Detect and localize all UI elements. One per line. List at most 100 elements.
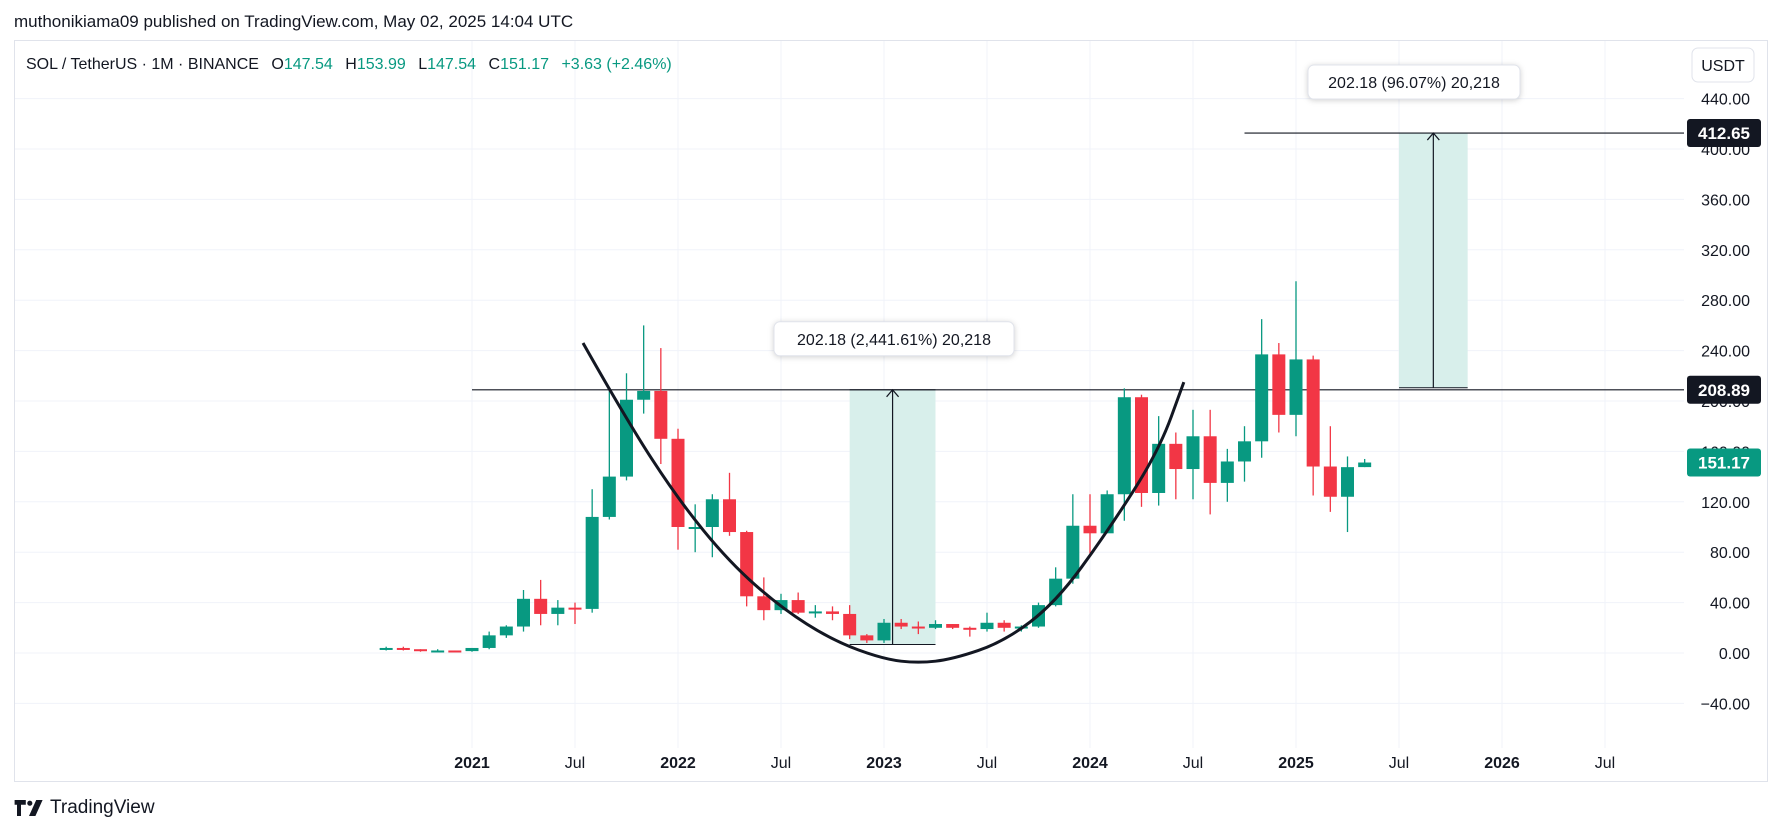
candle — [1306, 355, 1320, 496]
legend-close-label: C — [489, 56, 501, 73]
candle-body — [929, 624, 942, 628]
candle — [740, 530, 754, 607]
candle — [1289, 281, 1303, 437]
candle-body — [671, 438, 685, 527]
price-badges: 412.65 208.89 151.17 — [1687, 119, 1761, 477]
candle — [1135, 394, 1148, 507]
svg-text:SOL / TetherUS · 1M · BINANCE: SOL / TetherUS · 1M · BINANCE O147.54 H1… — [26, 56, 672, 73]
candle — [379, 646, 393, 651]
legend-low-value: 147.54 — [427, 56, 476, 73]
candle — [482, 631, 496, 650]
candle-body — [740, 532, 754, 597]
candle-body — [551, 607, 565, 614]
candle — [585, 489, 599, 613]
candle-body — [1203, 436, 1217, 483]
candle-body — [499, 626, 513, 636]
candle — [826, 606, 839, 621]
candle — [671, 428, 685, 550]
measure-callout-box-1 — [773, 321, 1015, 357]
y-tick-label: 240.00 — [1701, 344, 1750, 361]
tradingview-logo-icon — [14, 800, 43, 816]
legend: SOL / TetherUS · 1M · BINANCE O147.54 H1… — [26, 56, 672, 73]
candle-body — [448, 650, 462, 653]
candle-body — [1169, 443, 1183, 470]
candle-body — [963, 627, 977, 630]
candle-body — [1152, 443, 1166, 493]
candle — [877, 618, 891, 643]
candle-body — [911, 626, 925, 629]
x-tick-label: 2024 — [1072, 755, 1108, 772]
candle-body — [654, 390, 668, 439]
y-tick-label: 80.00 — [1710, 545, 1750, 562]
candle-body — [1186, 436, 1200, 470]
candle — [688, 504, 702, 553]
candle — [1117, 388, 1131, 521]
candle-body — [396, 647, 410, 650]
cup-curve — [581, 342, 1186, 664]
y-tick-label: 0.00 — [1719, 646, 1750, 663]
legend-change: +3.63 (+2.46%) — [561, 56, 671, 73]
candle — [929, 620, 942, 630]
candle-body — [1323, 466, 1337, 497]
y-tick-label: 120.00 — [1701, 495, 1750, 512]
candle — [723, 472, 736, 536]
current-price-badge-bg — [1687, 448, 1761, 477]
measure-callout-label-1: 202.18 (2,441.61%) 20,218 — [797, 332, 991, 349]
candle-body — [843, 613, 857, 636]
candle-body — [482, 635, 496, 648]
candle — [911, 621, 925, 635]
candle — [551, 600, 565, 626]
candle — [1341, 456, 1354, 533]
candle — [396, 646, 410, 651]
candle-body — [1272, 354, 1286, 415]
target-price-badge-bg — [1687, 119, 1761, 148]
candle-body — [637, 390, 651, 400]
candle — [791, 592, 805, 614]
x-tick-label: Jul — [1389, 755, 1409, 772]
candle-body — [1100, 494, 1114, 534]
candle-body — [1066, 525, 1080, 579]
candle-body — [431, 650, 445, 653]
candle — [757, 577, 771, 621]
candle — [602, 388, 616, 520]
x-tick-label: Jul — [1183, 755, 1203, 772]
candle-body — [379, 647, 393, 650]
candle-body — [757, 596, 771, 611]
candle — [1323, 426, 1337, 512]
chart-frame — [14, 40, 1768, 782]
candle-body — [1358, 462, 1372, 468]
candle-body — [894, 622, 908, 627]
candle-body — [946, 624, 960, 628]
x-tick-label: 2025 — [1278, 755, 1314, 772]
y-tick-label: 440.00 — [1701, 92, 1750, 109]
current-price-badge: 151.17 — [1698, 454, 1750, 473]
tradingview-wordmark: TradingView — [50, 797, 155, 818]
candle-body — [1117, 397, 1131, 495]
measure-zones — [849, 132, 1468, 646]
candle — [1203, 409, 1217, 515]
candle-body — [1220, 461, 1234, 483]
candle — [499, 625, 513, 638]
candle-body — [1083, 525, 1097, 534]
resistance-price-badge-bg — [1687, 375, 1761, 404]
candle-body — [723, 499, 736, 533]
candle — [414, 649, 427, 652]
tradingview-logo[interactable]: TradingView — [14, 797, 155, 819]
candle — [1255, 319, 1269, 458]
legend-close-value: 151.17 — [500, 56, 549, 73]
measure-callout-label-2: 202.18 (96.07%) 20,218 — [1328, 75, 1500, 92]
currency-button[interactable]: USDT — [1691, 47, 1755, 83]
legend-high-value: 153.99 — [357, 56, 406, 73]
candle-body — [808, 611, 822, 614]
candle — [1066, 494, 1080, 584]
candle-body — [791, 600, 805, 613]
candle — [465, 647, 479, 652]
measure-arrow-head-2 — [1426, 132, 1440, 141]
candle-body — [860, 635, 874, 641]
candle-body — [1306, 359, 1320, 467]
candle — [946, 624, 960, 630]
candle — [1238, 426, 1251, 482]
x-tick-label: 2021 — [454, 755, 490, 772]
candle — [1100, 490, 1114, 534]
